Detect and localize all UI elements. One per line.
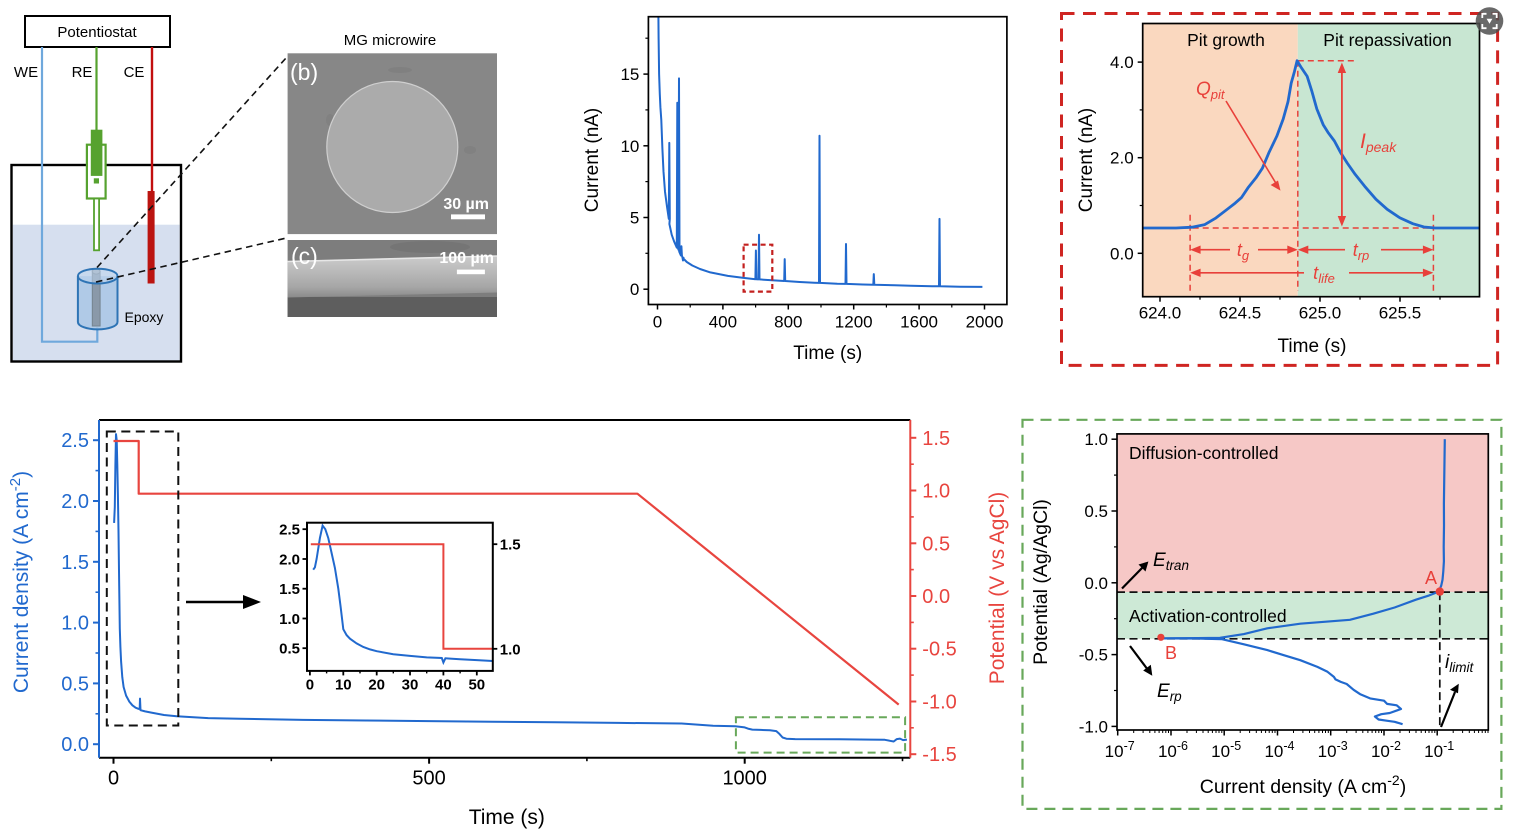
svg-text:40: 40 xyxy=(435,676,452,693)
svg-text:1.5: 1.5 xyxy=(61,552,89,574)
svg-text:0.0: 0.0 xyxy=(1084,574,1108,593)
svg-text:(b): (b) xyxy=(290,59,318,85)
svg-text:Potential (V vs AgCl): Potential (V vs AgCl) xyxy=(986,492,1009,685)
svg-text:Potentiostat: Potentiostat xyxy=(57,24,137,41)
svg-text:0: 0 xyxy=(306,676,314,693)
svg-text:625.5: 625.5 xyxy=(1379,304,1422,323)
svg-text:1200: 1200 xyxy=(835,313,873,332)
svg-text:0.5: 0.5 xyxy=(279,641,300,658)
svg-text:10: 10 xyxy=(620,137,639,156)
svg-text:500: 500 xyxy=(412,768,445,790)
svg-text:(c): (c) xyxy=(291,243,318,269)
svg-text:1.0: 1.0 xyxy=(500,641,521,658)
svg-text:624.5: 624.5 xyxy=(1219,304,1262,323)
svg-text:0: 0 xyxy=(653,313,662,332)
svg-text:0.0: 0.0 xyxy=(1110,244,1134,263)
svg-text:WE: WE xyxy=(14,64,38,81)
svg-text:5: 5 xyxy=(630,209,639,228)
svg-text:1.5: 1.5 xyxy=(500,537,521,554)
svg-text:1.0: 1.0 xyxy=(1084,430,1108,449)
svg-text:A: A xyxy=(1425,568,1437,588)
svg-text:400: 400 xyxy=(709,313,737,332)
svg-text:Current (nA): Current (nA) xyxy=(582,108,603,213)
svg-text:-1.0: -1.0 xyxy=(922,692,956,714)
svg-text:800: 800 xyxy=(774,313,802,332)
svg-text:B: B xyxy=(1165,643,1177,663)
svg-text:30: 30 xyxy=(402,676,419,693)
svg-text:RE: RE xyxy=(72,64,93,81)
svg-text:2.0: 2.0 xyxy=(279,552,300,569)
svg-text:1.5: 1.5 xyxy=(922,428,950,450)
svg-text:Time (s): Time (s) xyxy=(1278,336,1347,357)
svg-text:2000: 2000 xyxy=(966,313,1004,332)
svg-text:2.0: 2.0 xyxy=(1110,149,1134,168)
svg-text:2.0: 2.0 xyxy=(61,491,89,513)
svg-text:1.0: 1.0 xyxy=(922,481,950,503)
svg-text:1600: 1600 xyxy=(900,313,938,332)
svg-text:2.5: 2.5 xyxy=(279,522,300,539)
svg-text:15: 15 xyxy=(620,65,639,84)
svg-text:624.0: 624.0 xyxy=(1139,304,1182,323)
svg-text:0.0: 0.0 xyxy=(922,586,950,608)
svg-text:1.0: 1.0 xyxy=(61,613,89,635)
svg-text:2.5: 2.5 xyxy=(61,430,89,452)
svg-text:MG microwire: MG microwire xyxy=(344,32,437,49)
svg-text:0: 0 xyxy=(108,768,119,790)
svg-text:1.0: 1.0 xyxy=(279,611,300,628)
svg-text:CE: CE xyxy=(124,64,145,81)
svg-text:-1.0: -1.0 xyxy=(1079,717,1108,736)
svg-text:Diffusion-controlled: Diffusion-controlled xyxy=(1129,443,1278,463)
svg-text:0.5: 0.5 xyxy=(1084,502,1108,521)
svg-text:30 µm: 30 µm xyxy=(443,196,489,213)
svg-text:Time (s): Time (s) xyxy=(469,806,545,829)
svg-text:0.5: 0.5 xyxy=(61,673,89,695)
svg-text:Epoxy: Epoxy xyxy=(125,309,164,325)
svg-text:0.0: 0.0 xyxy=(61,734,89,756)
svg-text:-1.5: -1.5 xyxy=(922,744,956,766)
svg-text:Current density (A cm-2): Current density (A cm-2) xyxy=(1200,772,1406,798)
svg-text:Time (s): Time (s) xyxy=(793,343,862,364)
svg-text:Current density (A cm-2): Current density (A cm-2) xyxy=(7,471,33,693)
svg-text:100 µm: 100 µm xyxy=(439,250,494,267)
svg-text:Pit repassivation: Pit repassivation xyxy=(1323,30,1451,50)
svg-text:50: 50 xyxy=(468,676,485,693)
svg-text:Potential (Ag/AgCl): Potential (Ag/AgCl) xyxy=(1030,499,1052,665)
svg-text:1000: 1000 xyxy=(722,768,767,790)
svg-text:0: 0 xyxy=(630,280,639,299)
svg-text:20: 20 xyxy=(368,676,385,693)
svg-text:1.5: 1.5 xyxy=(279,581,300,598)
svg-text:0.5: 0.5 xyxy=(922,533,950,555)
svg-text:Activation-controlled: Activation-controlled xyxy=(1129,606,1287,626)
svg-text:625.0: 625.0 xyxy=(1299,304,1342,323)
svg-text:Current (nA): Current (nA) xyxy=(1076,108,1097,213)
svg-text:-0.5: -0.5 xyxy=(1079,646,1108,665)
svg-text:4.0: 4.0 xyxy=(1110,53,1134,72)
svg-text:Pit growth: Pit growth xyxy=(1187,30,1265,50)
svg-text:10: 10 xyxy=(335,676,352,693)
svg-text:-0.5: -0.5 xyxy=(922,639,956,661)
